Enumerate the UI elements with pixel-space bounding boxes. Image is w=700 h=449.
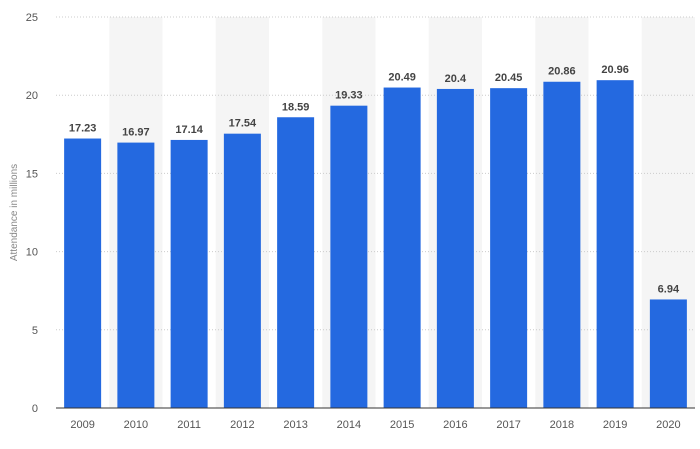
x-tick-label-2011: 2011 [177, 419, 201, 431]
x-tick-label-2015: 2015 [390, 419, 414, 431]
y-tick-label: 0 [32, 403, 38, 415]
bar-2013 [277, 117, 315, 408]
x-tick-label-2010: 2010 [124, 419, 148, 431]
bar-2017 [490, 88, 528, 409]
data-label-2016: 20.4 [445, 73, 467, 85]
x-tick-label-2012: 2012 [230, 419, 254, 431]
bar-2020 [649, 299, 687, 408]
x-tick-label-2014: 2014 [337, 419, 361, 431]
x-tick-label-2017: 2017 [496, 419, 520, 431]
data-label-2019: 20.96 [601, 64, 629, 76]
x-tick-label-2016: 2016 [443, 419, 467, 431]
bar-2014 [330, 105, 368, 408]
data-label-2020: 6.94 [658, 283, 680, 295]
data-label-2011: 17.14 [175, 124, 203, 136]
bar-2018 [543, 81, 581, 408]
data-labels: 17.23 16.97 17.14 17.54 18.59 19.33 20.49 20.4 2… [69, 64, 680, 295]
data-label-2014: 19.33 [335, 90, 363, 102]
data-label-2018: 20.86 [548, 66, 576, 78]
data-label-2015: 20.49 [388, 72, 416, 84]
y-tick-label: 25 [26, 12, 38, 24]
bar-2015 [383, 87, 421, 408]
bar-2012 [223, 133, 261, 409]
x-tick-label-2018: 2018 [550, 419, 574, 431]
x-axis-ticks: 2009 2010 2011 2012 2013 2014 2015 2016 2017 2018… [70, 419, 680, 431]
bar-2011 [170, 139, 208, 408]
y-tick-label: 20 [26, 90, 38, 102]
data-label-2013: 18.59 [282, 101, 310, 113]
x-tick-label-2019: 2019 [603, 419, 627, 431]
bars [64, 80, 687, 409]
data-label-2010: 16.97 [122, 127, 150, 139]
x-tick-label-2020: 2020 [656, 419, 680, 431]
y-axis-ticks: 0 5 10 15 20 25 [26, 12, 38, 415]
y-tick-label: 10 [26, 247, 38, 259]
x-tick-label-2013: 2013 [283, 419, 307, 431]
y-tick-label: 5 [32, 325, 38, 337]
data-label-2017: 20.45 [495, 72, 523, 84]
x-tick-label-2009: 2009 [70, 419, 94, 431]
bar-2009 [64, 138, 102, 408]
bar-2019 [596, 80, 634, 408]
y-tick-label: 15 [26, 168, 38, 180]
data-label-2012: 17.54 [229, 118, 257, 130]
data-label-2009: 17.23 [69, 123, 97, 135]
y-axis-title: Attendance in millions [9, 164, 20, 261]
bar-2016 [436, 88, 474, 408]
bar-2010 [117, 142, 155, 408]
